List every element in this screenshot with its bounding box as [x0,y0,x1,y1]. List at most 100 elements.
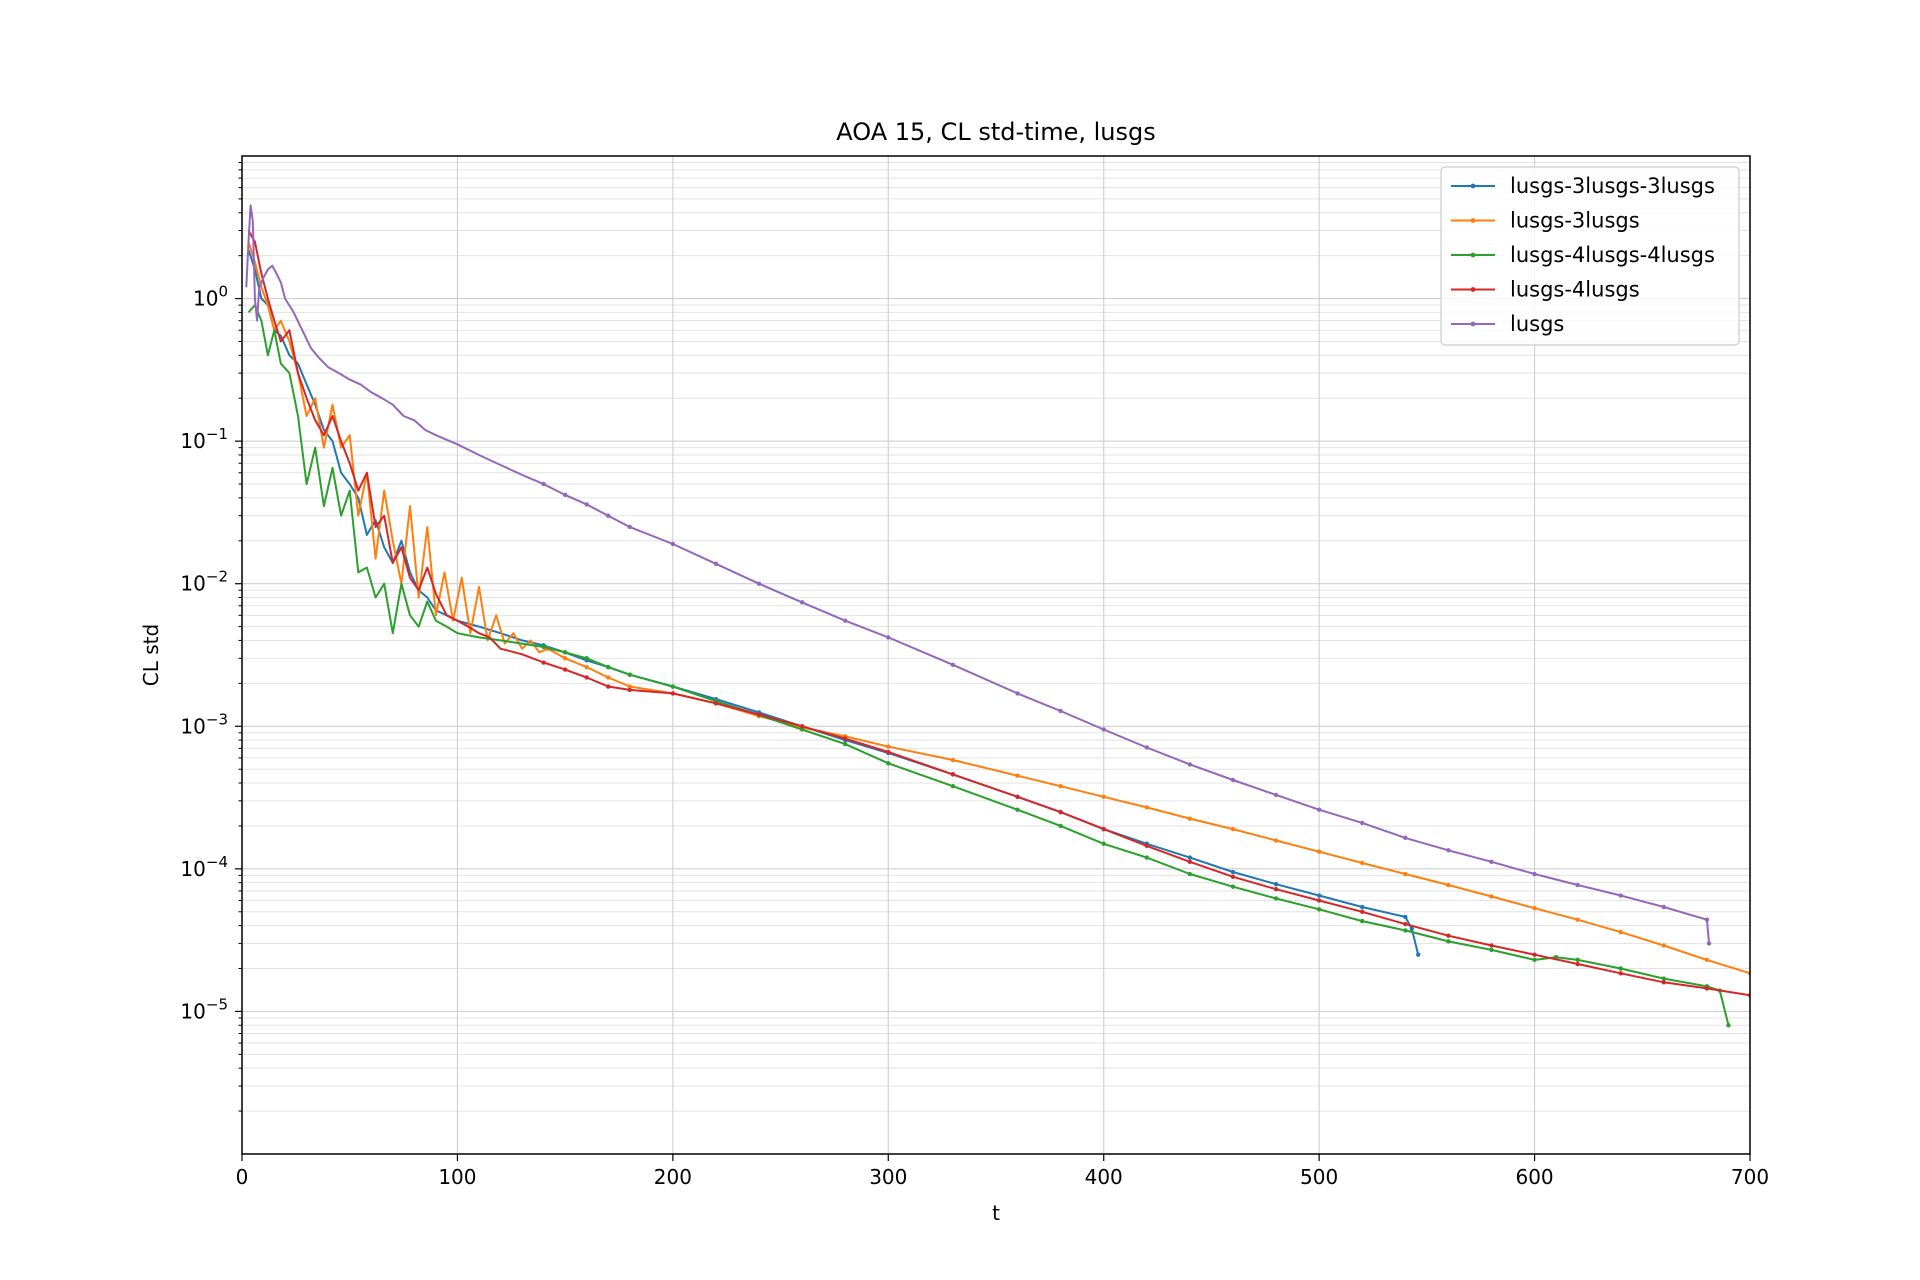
data-point [1015,691,1020,696]
y-tick-label: 10−2 [180,568,228,596]
x-tick-label: 600 [1515,1165,1553,1189]
series-lusgs-4lusgs [247,230,1750,998]
data-point [1409,926,1414,931]
data-point [584,656,589,661]
legend: lusgs-3lusgs-3lusgs lusgs-3lusgs lusgs-4lu… [1440,166,1740,346]
series-line-lusgs-3lusgs [247,241,1750,975]
series-lusgs-3lusgs [247,241,1750,976]
data-point [1661,976,1667,981]
legend-marker [1470,287,1476,292]
data-point [541,481,546,487]
data-point [1058,809,1063,815]
y-tick-label: 10−1 [180,425,228,453]
legend-marker [1470,252,1476,258]
data-point [1416,952,1421,957]
data-point [606,684,611,689]
data-point [562,492,568,498]
data-point [1360,860,1365,866]
data-point [1273,882,1279,887]
data-point [1316,807,1322,812]
data-point [541,644,546,650]
y-tick-label: 10−4 [180,853,228,881]
data-point [1489,947,1494,953]
data-point [1489,859,1494,865]
data-point [1661,980,1667,985]
series-lusgs [245,204,1712,946]
data-point [627,687,632,693]
data-point [1187,859,1193,865]
data-point [1726,1023,1731,1028]
data-point [1144,805,1150,810]
data-point [756,712,762,717]
data-point [799,724,805,729]
x-tick-label: 200 [654,1165,692,1189]
series-layer [245,204,1750,1028]
data-point [1575,917,1580,922]
data-point [1015,794,1020,800]
chart-title: AOA 15, CL std-time, lusgs [836,118,1155,146]
y-tick-label: 100 [193,283,228,311]
data-point [1273,792,1279,798]
data-point [1532,905,1537,911]
data-point [1230,869,1236,875]
data-point [713,701,719,706]
data-point [886,761,891,766]
x-tick-label: 0 [236,1165,249,1189]
data-point [584,664,589,670]
data-point [799,727,805,732]
data-point [562,650,568,655]
data-point [1489,894,1494,899]
data-point [1532,871,1537,877]
data-point [843,736,848,741]
x-axis-label: t [992,1201,1000,1225]
data-point [1273,896,1279,901]
data-point [886,744,891,749]
data-point [950,772,956,777]
data-point [1187,871,1193,877]
y-tick-label: 10−3 [180,710,228,738]
legend-label: lusgs [1510,312,1564,336]
legend-label: lusgs-3lusgs-3lusgs [1510,174,1715,198]
data-point [1403,928,1408,933]
data-point [1618,929,1623,935]
x-tick-label: 100 [438,1165,476,1189]
data-point [1618,966,1623,971]
data-point [1575,961,1580,967]
data-point [1101,727,1106,732]
data-point [1575,957,1580,963]
data-point [1489,943,1494,948]
series-line-lusgs [245,204,1711,944]
data-point [1316,898,1322,903]
data-point [606,513,611,518]
data-point [584,675,589,680]
data-point [1273,838,1279,843]
data-point [1187,762,1193,767]
legend-marker [1470,218,1476,223]
legend-box [1440,166,1740,346]
data-point [886,635,891,640]
data-point [1015,807,1020,812]
plot-frame [241,155,1751,1155]
data-point [584,502,589,507]
legend-label: lusgs-4lusgs-4lusgs [1510,243,1715,267]
data-point [1058,823,1063,829]
data-point [1316,907,1322,912]
data-point [627,684,632,689]
data-point [1316,893,1322,898]
data-point [1618,893,1623,898]
data-point [606,675,611,680]
data-point [562,656,568,661]
data-point [843,741,848,747]
data-point [1101,794,1106,800]
data-point [1360,820,1365,826]
data-point [1403,871,1408,877]
data-point [1230,884,1236,889]
data-point [541,660,546,665]
data-point [1187,816,1193,821]
data-point [1058,708,1063,714]
data-point [1144,855,1150,860]
data-point [1360,909,1365,914]
x-tick-label: 700 [1731,1165,1769,1189]
data-point [1101,826,1106,832]
